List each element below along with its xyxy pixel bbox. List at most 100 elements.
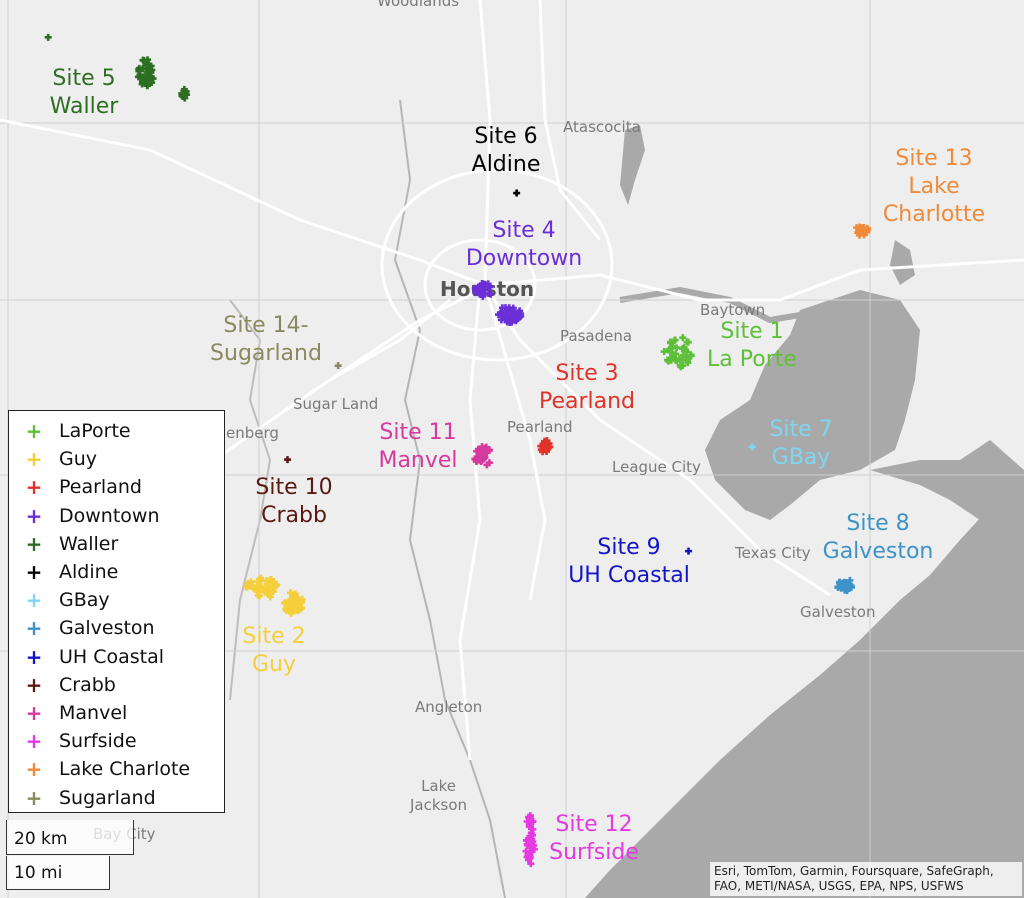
site-label-line: Site 1 (720, 319, 784, 344)
site-marker-cluster (242, 574, 306, 617)
legend-label: Galveston (59, 617, 155, 640)
site-label-line: Site 6 (474, 124, 538, 149)
legend-item: + UH Coastal (9, 643, 224, 671)
legend-label: Sugarland (59, 786, 156, 809)
site-label-line: Guy (251, 652, 297, 677)
legend-item: + Waller (9, 530, 224, 558)
site-marker (485, 290, 493, 298)
site-marker (291, 590, 299, 598)
gulf-water (585, 470, 1024, 898)
site-marker (297, 605, 305, 613)
site-marker (145, 71, 153, 79)
legend-item: + Guy (9, 445, 224, 473)
scale-mi: 10 mi (6, 856, 110, 890)
site-marker (685, 354, 693, 362)
site-marker (673, 344, 681, 352)
site-label-line: Site 5 (52, 66, 116, 91)
site-marker (523, 853, 531, 861)
legend-label: Downtown (59, 504, 160, 527)
site-marker (526, 832, 534, 840)
site-marker (269, 588, 277, 596)
site-marker (182, 87, 190, 95)
site-marker (140, 57, 148, 65)
site-label-line: Site 14- (223, 313, 309, 338)
legend-label: Lake Charlote (59, 758, 191, 781)
site-marker (476, 451, 484, 459)
site-marker (179, 93, 187, 101)
legend-item: + GBay (9, 586, 224, 614)
site-label: Site 9 UH Coastal (568, 534, 690, 590)
site-marker (513, 311, 521, 319)
place-label: Pasadena (560, 327, 633, 345)
legend-marker-icon: + (25, 672, 43, 697)
legend-marker-icon: + (25, 475, 43, 500)
site-label-line: Downtown (465, 246, 583, 271)
site-marker (513, 189, 521, 197)
legend-item: + Downtown (9, 502, 224, 530)
site-marker (543, 443, 551, 451)
place-label: Woodlands (377, 0, 460, 10)
site-marker (660, 348, 668, 356)
legend-marker-icon: + (25, 503, 43, 528)
site-marker (483, 461, 491, 469)
site-label: Site 13 Lake Charlotte (883, 145, 985, 229)
site-marker (525, 823, 533, 831)
site-marker (683, 338, 691, 346)
legend-marker-icon: + (25, 447, 43, 472)
site-marker (671, 336, 679, 344)
place-label: Sugar Land (293, 395, 379, 413)
site-marker-cluster (660, 334, 695, 371)
site-label-line: Site 12 (555, 812, 633, 837)
site-marker (479, 292, 487, 300)
site-marker (473, 447, 481, 455)
legend-label: Guy (59, 448, 98, 471)
place-label: Galveston (800, 603, 876, 621)
site-marker-cluster (522, 812, 538, 868)
site-marker (527, 836, 535, 844)
legend-marker-icon: + (25, 616, 43, 641)
site-label-line: Surfside (549, 840, 639, 865)
site-marker (685, 547, 693, 555)
site-marker (679, 334, 687, 342)
site-marker (506, 318, 514, 326)
legend-item: + Crabb (9, 671, 224, 699)
site-marker (846, 576, 854, 584)
site-marker-cluster (44, 33, 191, 102)
site-marker (284, 456, 292, 464)
site-label: Site 6 Aldine (472, 123, 541, 179)
site-marker (484, 281, 492, 289)
legend-label: Crabb (59, 673, 116, 696)
site-label: Site 8 Galveston (823, 510, 934, 566)
site-label-line: Lake (908, 174, 960, 199)
legend-label: Manvel (59, 701, 128, 724)
site-marker (135, 64, 143, 72)
site-marker (663, 356, 671, 364)
site-marker-cluster (748, 443, 756, 451)
site-marker (472, 288, 480, 296)
site-label-line: Sugarland (210, 341, 322, 366)
site-label-line: UH Coastal (568, 563, 690, 588)
site-label-line: Site 3 (555, 361, 619, 386)
legend-label: Surfside (59, 730, 137, 753)
brazos-river (393, 99, 506, 898)
place-label: League City (612, 458, 701, 476)
site-label: Site 2 Guy (242, 623, 305, 679)
site-label-line: La Porte (707, 347, 797, 372)
legend-item: + Aldine (9, 558, 224, 586)
legend-marker-icon: + (25, 757, 43, 782)
site-marker (748, 443, 756, 451)
site-marker-cluster (334, 362, 342, 370)
site-label: Site 10 Crabb (255, 474, 332, 530)
place-label: enberg (226, 424, 279, 442)
legend-label: Waller (59, 532, 119, 555)
site-marker-cluster (471, 280, 525, 326)
legend-item: + Manvel (9, 699, 224, 727)
site-marker (247, 578, 255, 586)
legend-item: + Sugarland (9, 783, 224, 811)
site-marker (270, 578, 278, 586)
site-marker-cluster (471, 443, 494, 469)
site-marker (847, 583, 855, 591)
bay-channel (870, 440, 1024, 530)
